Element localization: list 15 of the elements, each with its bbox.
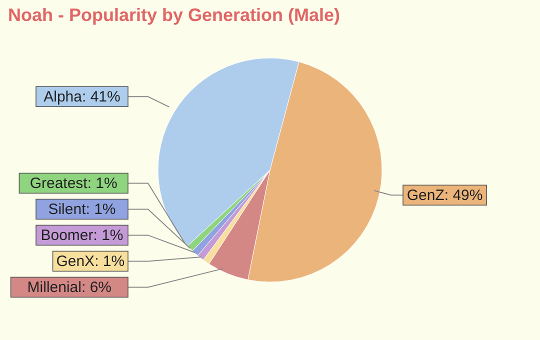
chart-title: Noah - Popularity by Generation (Male) (8, 5, 340, 26)
slice-label: Millenial (27, 279, 82, 296)
slice-label: Alpha (44, 88, 83, 106)
data-label: : 1% (94, 253, 125, 270)
slice-label: GenZ (406, 187, 444, 204)
slice-label: GenX (56, 253, 95, 270)
slice-label: Greatest (30, 175, 88, 192)
slice-label: Boomer (40, 227, 94, 244)
data-label: : 49% (444, 187, 483, 204)
data-label: : 1% (86, 201, 116, 218)
slice-label: Silent (48, 201, 87, 218)
data-label: : 41% (82, 88, 120, 106)
data-label: : 1% (93, 227, 124, 244)
data-label: : 1% (87, 175, 118, 192)
data-label: : 6% (81, 279, 112, 296)
